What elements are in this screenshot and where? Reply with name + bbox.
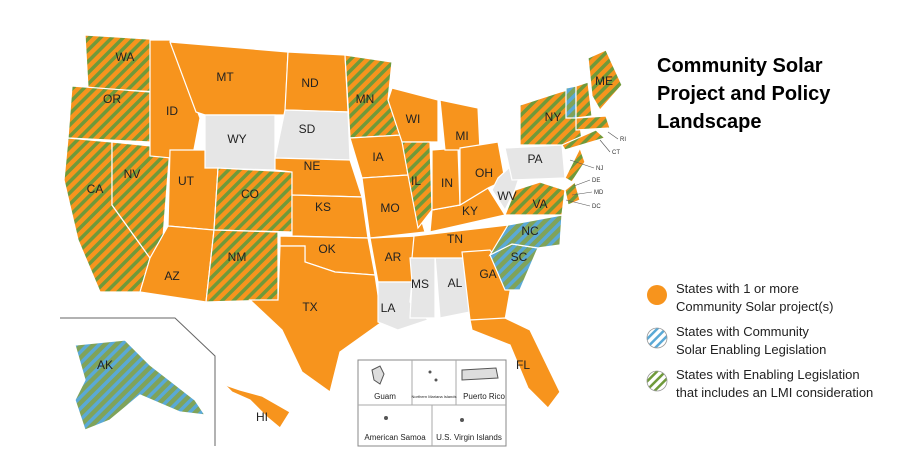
callout-line	[571, 191, 593, 196]
state-label: AK	[97, 358, 113, 372]
state-label: NY	[545, 110, 562, 124]
state-label: WI	[406, 112, 421, 126]
state-label: FL	[516, 358, 530, 372]
state-label: MS	[411, 277, 429, 291]
callout-label: RI	[620, 137, 626, 143]
guam-shape	[371, 365, 385, 385]
state-label: NV	[124, 167, 141, 181]
state-label: CO	[241, 187, 259, 201]
legend-swatch	[647, 285, 667, 305]
callout-label: DE	[592, 178, 600, 184]
callout-label: CT	[612, 150, 620, 156]
state-label: AR	[385, 250, 402, 264]
state-label: ME	[595, 74, 613, 88]
territory-labels: Guam Northern Mariana Islands Puerto Rico A…	[364, 392, 505, 442]
state-label: AZ	[164, 269, 179, 283]
state-shape	[139, 225, 215, 303]
state-label: GA	[479, 267, 496, 281]
state-labels: WA OR CA NV ID MT WY UT CO AZ NM ND SD NE KS OK TX MN IA MO…	[87, 50, 613, 424]
puerto-rico-shape	[461, 367, 499, 381]
title-line: Community Solar	[657, 55, 823, 77]
state-label: WV	[497, 189, 516, 203]
state-label: OK	[318, 242, 335, 256]
state-label: IA	[372, 150, 383, 164]
legend-label: States with 1 or more	[676, 281, 799, 296]
legend-label: States with Community	[676, 324, 809, 339]
state-label: MO	[380, 201, 399, 215]
state-label: OH	[475, 166, 493, 180]
callout-line	[569, 159, 595, 169]
legend-label: Community Solar project(s)	[676, 299, 834, 314]
state-shape	[401, 141, 433, 230]
state-label: LA	[381, 301, 396, 315]
state-label: WA	[116, 50, 135, 64]
callout-line	[599, 139, 611, 153]
state-shape	[221, 381, 291, 429]
legend-label: States with Enabling Legislation	[676, 367, 860, 382]
state-label: TX	[302, 300, 317, 314]
state-shape	[469, 317, 561, 409]
usvi-shape	[460, 418, 464, 422]
states	[63, 34, 623, 431]
inset-border	[60, 317, 216, 446]
state-shape	[74, 339, 207, 431]
territory-label: U.S. Virgin Islands	[436, 433, 502, 442]
state-shape	[564, 146, 586, 183]
state-label: NE	[304, 159, 321, 173]
state-label: NM	[228, 250, 247, 264]
state-label: SD	[299, 122, 316, 136]
callouts: RI CT NJ DE MD DC	[565, 131, 626, 210]
state-shape	[361, 174, 426, 239]
samoa-shape	[384, 416, 388, 420]
state-label: SC	[511, 250, 528, 264]
callout-label: NJ	[596, 166, 603, 172]
legend-swatch	[646, 370, 668, 392]
legend-swatch	[646, 327, 668, 349]
state-label: WY	[227, 132, 246, 146]
state-shape	[561, 129, 607, 151]
legend-label: that includes an LMI consideration	[676, 385, 873, 400]
title-line: Project and Policy	[657, 83, 831, 105]
territory-label: Puerto Rico	[463, 392, 505, 401]
state-label: MI	[455, 129, 468, 143]
state-label: TN	[447, 232, 463, 246]
legend: States with 1 or more Community Solar pro…	[646, 281, 873, 400]
state-label: PA	[527, 152, 542, 166]
state-label: ND	[301, 76, 319, 90]
state-shape	[575, 81, 593, 119]
state-label: UT	[178, 174, 195, 188]
state-label: IL	[411, 174, 421, 188]
callout-line	[573, 179, 591, 187]
callout-line	[607, 131, 619, 140]
state-shape	[205, 229, 279, 303]
state-shape	[565, 85, 577, 119]
state-label: ID	[166, 104, 178, 118]
title-line: Landscape	[657, 111, 761, 133]
territory-label: Guam	[374, 392, 396, 401]
state-label: OR	[103, 92, 121, 106]
state-label: IN	[441, 176, 453, 190]
nmi-shape	[428, 370, 432, 374]
state-label: CA	[87, 182, 104, 196]
territory-label: Northern Mariana Islands	[412, 394, 457, 399]
legend-label: Solar Enabling Legislation	[676, 342, 826, 357]
territory-label: American Samoa	[364, 433, 426, 442]
callout-label: DC	[592, 204, 601, 210]
state-label: HI	[256, 410, 268, 424]
state-label: NC	[521, 224, 539, 238]
state-shape	[587, 49, 623, 112]
callout-line	[565, 199, 591, 207]
state-label: MT	[216, 70, 234, 84]
state-shape	[248, 245, 383, 394]
state-label: KY	[462, 204, 478, 218]
state-label: VA	[532, 197, 547, 211]
nmi-shape	[434, 378, 438, 382]
state-label: MN	[356, 92, 375, 106]
title: Community Solar Project and Policy Landsca…	[657, 55, 831, 133]
state-label: AL	[448, 276, 463, 290]
state-shape	[575, 115, 611, 131]
callout-label: MD	[594, 190, 604, 196]
state-label: KS	[315, 200, 331, 214]
